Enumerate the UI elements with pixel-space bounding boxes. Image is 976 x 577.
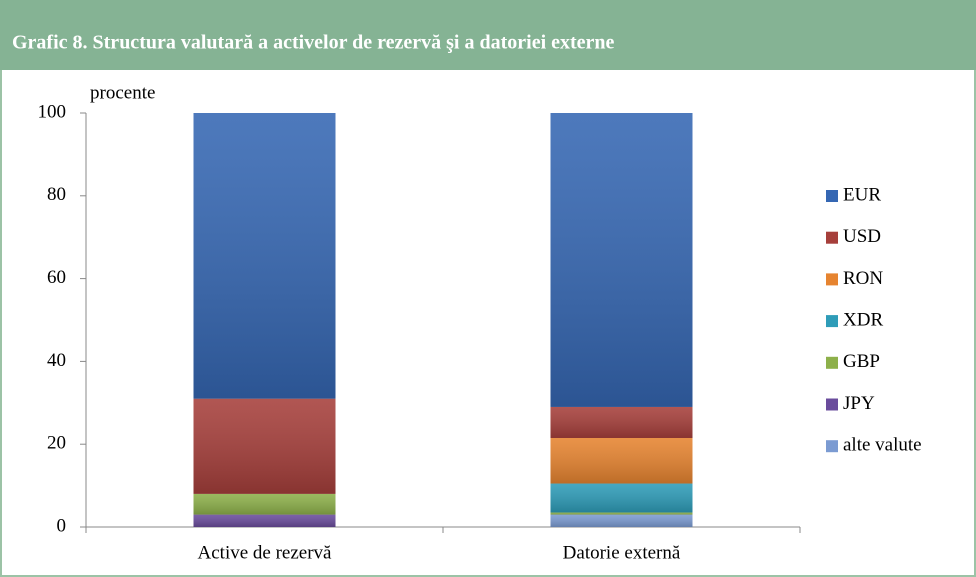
x-tick-label: Datorie externă — [563, 542, 681, 563]
legend-label: JPY — [843, 393, 875, 414]
legend-label: EUR — [843, 184, 881, 205]
legend-swatch — [826, 190, 838, 202]
legend-label: USD — [843, 226, 881, 247]
legend-label: XDR — [843, 309, 883, 330]
y-tick-label: 100 — [38, 101, 67, 122]
bar-shade — [193, 493, 336, 515]
legend-swatch — [826, 315, 838, 328]
chart-title: Grafic 8. Structura valutară a activelor… — [12, 32, 615, 54]
legend-label: GBP — [843, 351, 880, 372]
legend-swatch — [826, 273, 838, 286]
bar-shade — [193, 514, 336, 527]
bar-shade — [550, 483, 693, 513]
y-axis-label: procente — [90, 82, 155, 103]
y-tick-label: 60 — [47, 267, 66, 288]
legend-label: RON — [843, 268, 883, 289]
bar-shade — [193, 113, 336, 399]
bar-shade — [550, 406, 693, 438]
legend-swatch — [826, 356, 838, 369]
y-tick-label: 0 — [57, 515, 67, 536]
x-tick-label: Active de rezervă — [198, 542, 333, 563]
bar-shade — [550, 113, 693, 407]
y-tick-label: 20 — [47, 433, 66, 454]
legend-swatch — [826, 398, 838, 411]
bar-shade — [193, 398, 336, 494]
legend-swatch — [826, 440, 838, 453]
legend-label: alte valute — [843, 435, 922, 456]
y-tick-label: 80 — [47, 184, 66, 205]
y-tick-label: 40 — [47, 350, 66, 371]
bar-shade — [550, 514, 693, 527]
bar-shade — [550, 512, 693, 515]
header-bar — [0, 0, 976, 70]
bar-shade — [550, 437, 693, 484]
legend-swatch — [826, 231, 838, 244]
